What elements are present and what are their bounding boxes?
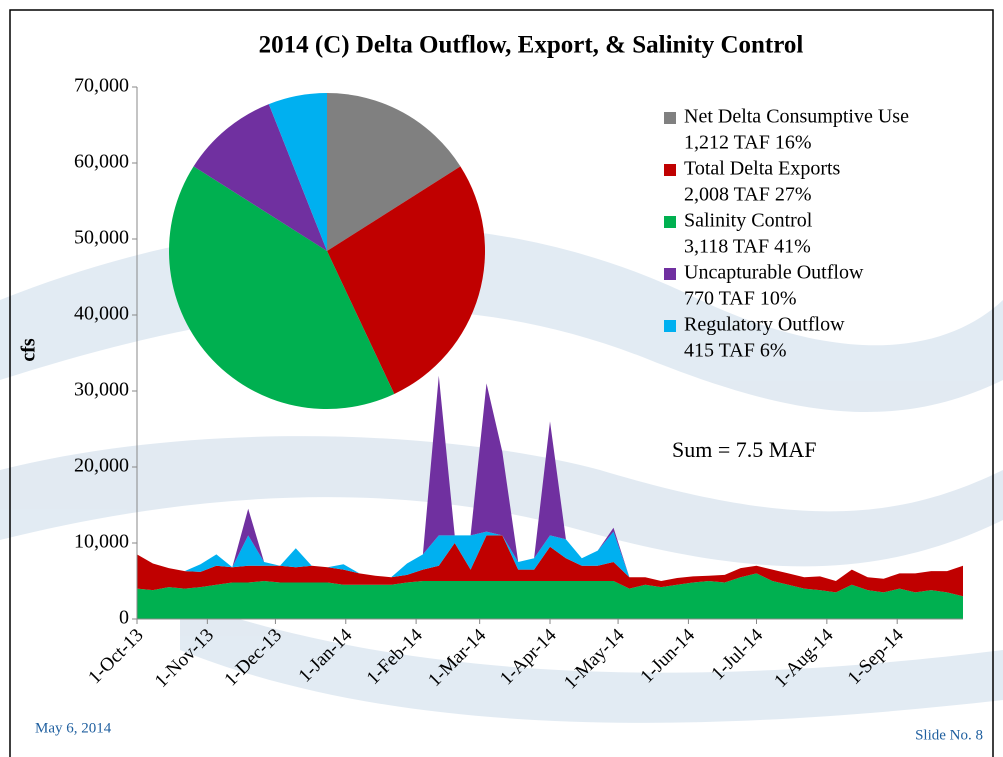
y-tick-label: 0 [119, 607, 129, 629]
legend-swatch [664, 216, 676, 228]
legend-value: 3,118 TAF 41% [684, 236, 811, 258]
footer-slide: Slide No. 8 [915, 727, 983, 743]
legend-label: Total Delta Exports [684, 158, 841, 180]
y-tick-label: 50,000 [74, 227, 129, 249]
legend-value: 415 TAF 6% [684, 340, 786, 362]
y-tick-label: 30,000 [74, 379, 129, 401]
legend-value: 770 TAF 10% [684, 288, 796, 310]
legend-swatch [664, 112, 676, 124]
y-tick-label: 60,000 [74, 151, 129, 173]
legend-label: Salinity Control [684, 210, 813, 232]
y-tick-label: 70,000 [74, 75, 129, 97]
legend-label: Regulatory Outflow [684, 314, 845, 336]
legend-label: Net Delta Consumptive Use [684, 106, 909, 128]
slide: 2014 (C) Delta Outflow, Export, & Salini… [0, 0, 1003, 757]
page: 2014 (C) Delta Outflow, Export, & Salini… [0, 0, 1003, 757]
annotation: Sum = 7.5 MAF [672, 437, 816, 462]
legend-swatch [664, 320, 676, 332]
footer-date: May 6, 2014 [35, 720, 112, 736]
pie [169, 93, 485, 409]
y-tick-label: 40,000 [74, 303, 129, 325]
legend-value: 1,212 TAF 16% [684, 132, 811, 154]
y-tick-label: 20,000 [74, 455, 129, 477]
legend-swatch [664, 268, 676, 280]
legend-label: Uncapturable Outflow [684, 262, 864, 284]
chart-title: 2014 (C) Delta Outflow, Export, & Salini… [259, 32, 804, 59]
y-axis-label: cfs [18, 338, 40, 362]
legend-swatch [664, 164, 676, 176]
y-tick-label: 10,000 [74, 531, 129, 553]
legend-value: 2,008 TAF 27% [684, 184, 811, 206]
